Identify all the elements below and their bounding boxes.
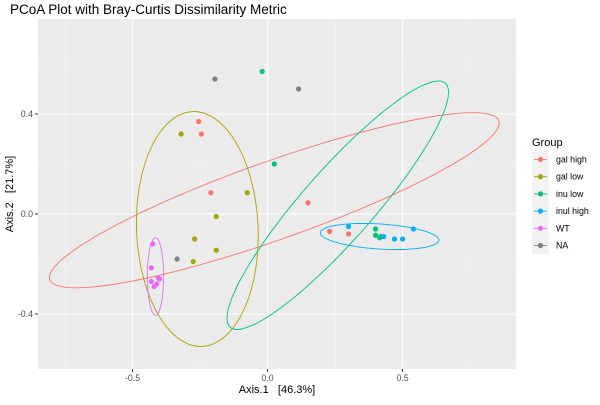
point-inul-high <box>399 236 406 242</box>
x-tick-label: -0.5 <box>125 373 140 383</box>
data-points <box>148 68 416 290</box>
point-wt <box>148 278 155 285</box>
y-axis-title: Axis.2 [21.7%] <box>4 156 16 232</box>
point-gal-low <box>178 131 184 137</box>
axes: -0.5 0.0 0.5 -0.4 0.0 0.4 <box>18 109 409 383</box>
point-gal-high <box>196 118 202 125</box>
y-tick-label: 0.0 <box>21 209 33 219</box>
point-inul-high <box>391 236 398 242</box>
legend-label: WT <box>556 223 570 233</box>
point-na <box>212 76 218 82</box>
legend-title: Group <box>532 137 563 149</box>
legend-key-point <box>537 208 544 214</box>
point-inul-high <box>381 233 387 240</box>
point-inul-high <box>345 223 352 230</box>
point-inu-low <box>372 232 379 238</box>
legend-label: gal low <box>556 172 584 182</box>
ellipse-gal-high <box>48 112 500 289</box>
legend-label: NA <box>556 241 568 251</box>
ellipse-gal-low <box>136 111 259 347</box>
legend-item-gal-low: gal low <box>532 168 584 186</box>
legend-label: inul high <box>556 206 589 216</box>
point-gal-high <box>345 231 352 237</box>
legend-items: gal high gal low inu low inul high WT NA <box>532 151 589 254</box>
point-gal-low <box>190 258 196 265</box>
chart-title: PCoA Plot with Bray-Curtis Dissimilarity… <box>10 2 287 17</box>
panel-background <box>38 19 516 369</box>
x-axis-title: Axis.1 [46.3%] <box>239 384 315 396</box>
point-inu-low <box>377 235 383 241</box>
point-gal-low <box>213 247 219 253</box>
point-gal-low <box>244 190 250 196</box>
legend-item-inul-high: inul high <box>532 202 589 220</box>
legend-label: inu low <box>556 189 584 199</box>
legend-key-point <box>537 156 544 163</box>
x-tick-label: 0.5 <box>396 373 408 383</box>
point-gal-low <box>213 213 219 220</box>
legend-key-point <box>537 225 544 231</box>
point-wt <box>156 276 163 282</box>
legend-item-wt: WT <box>532 219 570 237</box>
legend-key-point <box>537 174 544 180</box>
y-tick-label: 0.4 <box>21 109 33 119</box>
point-inu-low <box>372 226 379 232</box>
legend-key-point <box>537 242 544 249</box>
point-gal-high <box>208 190 214 196</box>
ellipse-inul-high <box>319 223 440 250</box>
legend-item-gal-high: gal high <box>532 151 587 168</box>
point-gal-high <box>198 131 204 137</box>
point-wt <box>150 241 156 247</box>
confidence-ellipses <box>48 80 500 347</box>
point-gal-high <box>305 200 311 206</box>
point-na <box>296 86 302 92</box>
point-inu-low <box>259 68 265 75</box>
ellipse-wt <box>146 237 165 316</box>
y-tick-label: -0.4 <box>18 309 33 319</box>
point-wt <box>148 265 155 271</box>
point-inu-low <box>271 161 277 167</box>
point-inul-high <box>410 226 416 232</box>
point-gal-high <box>327 228 333 235</box>
legend: Group gal high gal low inu low inul high WT N… <box>532 137 589 254</box>
point-na <box>174 256 180 262</box>
grid-lines <box>38 19 516 369</box>
point-gal-low <box>192 236 198 242</box>
point-wt <box>154 281 160 287</box>
ellipse-inu-low <box>226 80 449 330</box>
legend-item-na: NA <box>532 237 568 254</box>
legend-key-point <box>537 191 544 197</box>
legend-item-inu-low: inu low <box>532 185 584 203</box>
legend-label: gal high <box>556 155 587 165</box>
x-tick-label: 0.0 <box>261 373 273 383</box>
